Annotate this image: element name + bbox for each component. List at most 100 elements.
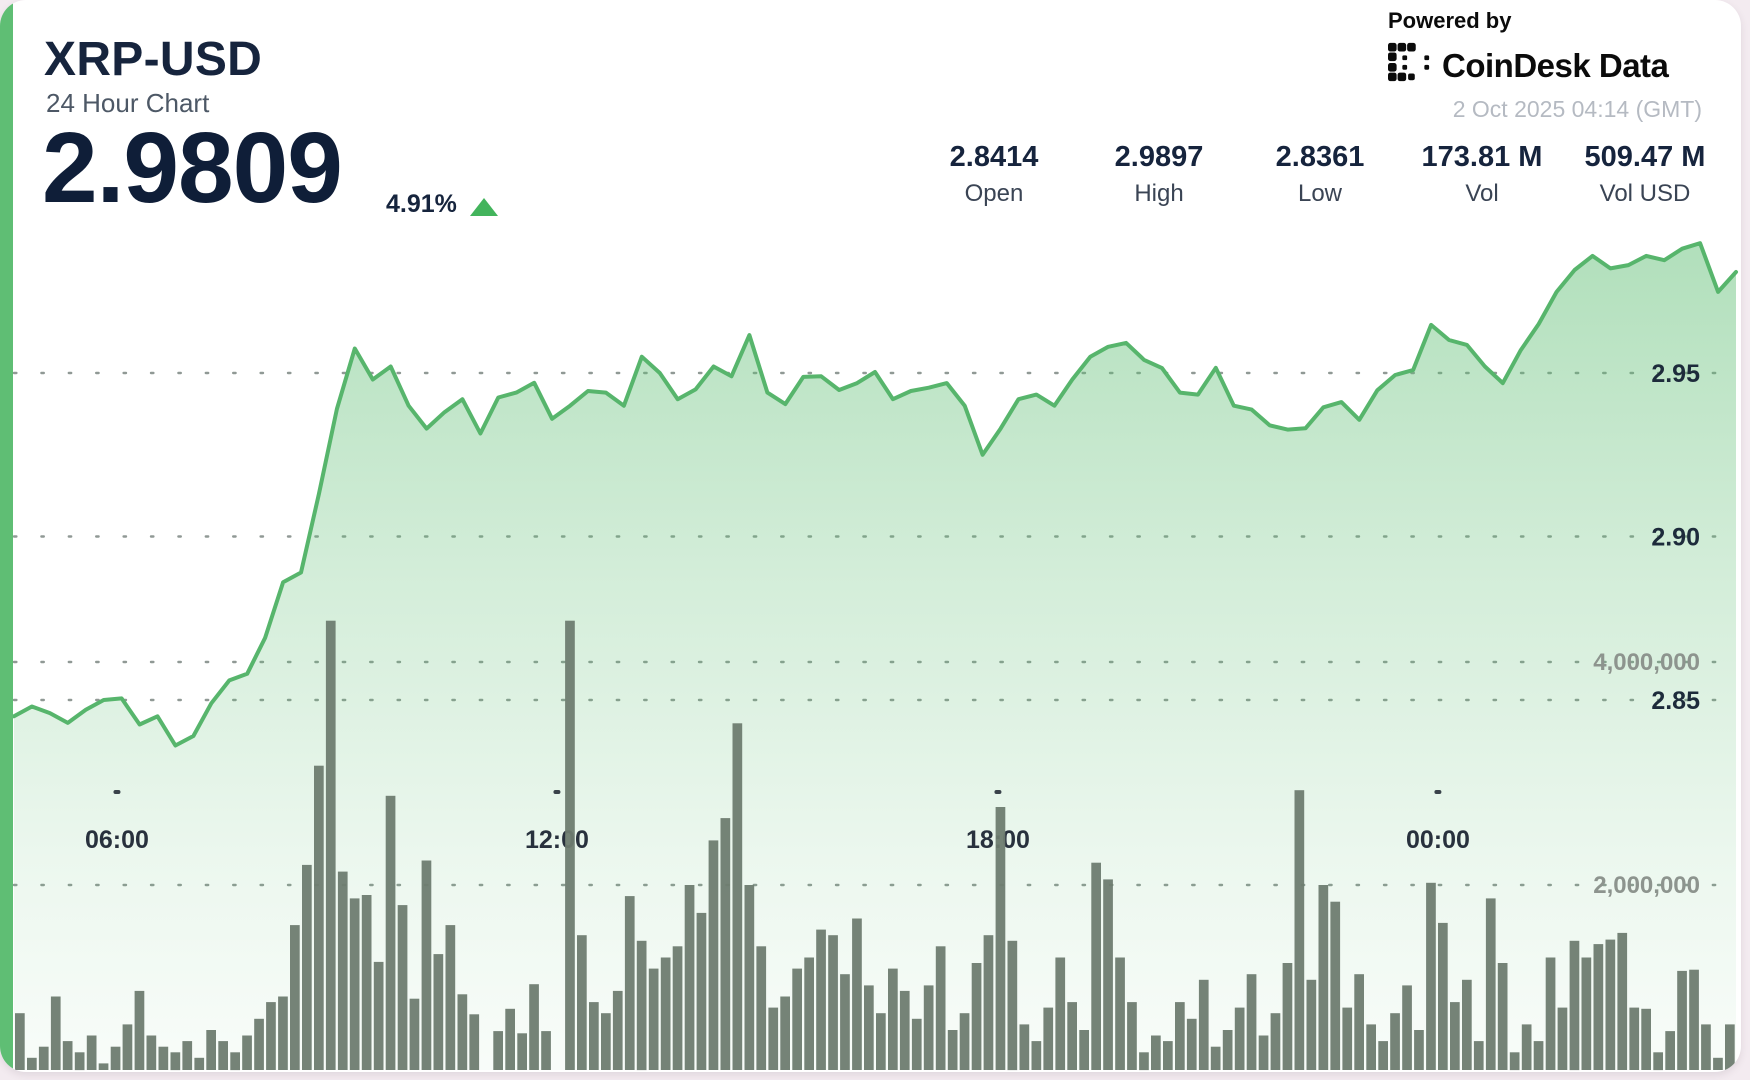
- volume-bar: [708, 840, 719, 1070]
- stat-vol-value: 173.81 M: [1421, 141, 1543, 173]
- x-tick: [994, 790, 1002, 794]
- volume-bar: [923, 985, 934, 1070]
- volume-bar: [194, 1057, 205, 1070]
- volume-bar: [1067, 1002, 1077, 1070]
- data-timestamp: 2 Oct 2025 04:14 (GMT): [1452, 96, 1702, 122]
- volume-bar: [1234, 1007, 1245, 1070]
- volume-axis-label: 4,000,000: [1593, 649, 1700, 676]
- volume-bar: [218, 1041, 228, 1070]
- stat-vol-usd-label: Vol USD: [1599, 180, 1691, 207]
- volume-bar: [433, 954, 444, 1070]
- volume-bar: [1533, 1041, 1544, 1070]
- volume-bar: [768, 1007, 779, 1070]
- volume-bar: [409, 998, 420, 1070]
- volume-bar: [493, 1031, 503, 1070]
- price-axis-label: 2.85: [1651, 687, 1700, 715]
- volume-bar: [314, 765, 324, 1070]
- coindesk-brand-name: CoinDesk Data: [1442, 46, 1669, 84]
- volume-bar: [601, 1013, 611, 1070]
- volume-bar: [672, 946, 683, 1070]
- volume-bar: [1043, 1007, 1054, 1070]
- volume-bar: [684, 885, 695, 1070]
- volume-bar: [888, 968, 898, 1070]
- stat-high-label: High: [1134, 180, 1184, 207]
- volume-bar: [1485, 898, 1496, 1070]
- price-line: [12, 241, 1738, 748]
- volume-bar: [182, 1041, 193, 1070]
- volume-bar: [1378, 1041, 1388, 1070]
- volume-bar: [1115, 957, 1125, 1070]
- volume-bar: [27, 1057, 37, 1070]
- volume-bar: [1390, 1013, 1400, 1070]
- volume-bar: [1007, 940, 1018, 1071]
- volume-bar: [1629, 1007, 1640, 1070]
- volume-bar: [1222, 1030, 1233, 1070]
- stat-open-value: 2.8414: [949, 141, 1039, 173]
- volume-bar: [1294, 790, 1305, 1070]
- volume-bar: [577, 935, 587, 1070]
- volume-bar: [1545, 957, 1556, 1070]
- volume-bar: [1569, 940, 1580, 1071]
- price-axis-label: 2.90: [1651, 524, 1700, 552]
- volume-bar: [899, 990, 910, 1070]
- volume-bar: [792, 968, 802, 1070]
- volume-bar: [696, 912, 707, 1070]
- volume-bar: [804, 957, 814, 1070]
- volume-bar: [1091, 862, 1101, 1070]
- volume-bar: [732, 723, 743, 1070]
- volume-bar: [74, 1052, 85, 1071]
- volume-bar: [1450, 1002, 1460, 1070]
- price-axis-label: 2.95: [1651, 360, 1700, 388]
- chart-period-label: 24 Hour Chart: [46, 88, 210, 118]
- volume-bar: [1163, 1041, 1173, 1070]
- volume-bar: [995, 807, 1006, 1070]
- volume-bar: [1330, 901, 1341, 1070]
- x-tick: [113, 790, 121, 794]
- volume-bar: [361, 895, 372, 1070]
- volume-bar: [541, 1031, 551, 1070]
- stat-vol: 173.81 M Vol: [1387, 141, 1577, 208]
- volume-bar: [1725, 1024, 1735, 1070]
- volume-bar: [1557, 1007, 1568, 1070]
- volume-bar: [589, 1002, 599, 1070]
- volume-bar: [15, 1013, 25, 1070]
- volume-bar: [1210, 1046, 1221, 1070]
- x-tick: [553, 790, 561, 794]
- volume-bar: [1282, 963, 1293, 1070]
- volume-bar: [947, 1030, 958, 1070]
- volume-bar: [98, 1063, 109, 1070]
- volume-bar: [529, 984, 539, 1070]
- volume-bar: [50, 996, 61, 1070]
- volume-bar: [373, 961, 384, 1070]
- volume-bar: [242, 1035, 252, 1070]
- volume-bar: [612, 990, 623, 1070]
- volume-bar: [122, 1024, 133, 1070]
- volume-bar: [1426, 882, 1436, 1070]
- volume-bar: [1055, 957, 1066, 1070]
- volume-bar: [1151, 1035, 1161, 1070]
- volume-bar: [1438, 922, 1448, 1070]
- volume-bar: [1521, 1024, 1532, 1070]
- volume-bar: [457, 994, 468, 1070]
- volume-bar: [290, 925, 300, 1070]
- volume-bar: [517, 1033, 527, 1070]
- volume-bar: [1641, 1008, 1651, 1070]
- volume-bar: [840, 974, 850, 1070]
- volume-bar: [505, 1008, 515, 1070]
- volume-bar: [134, 990, 145, 1070]
- volume-bar: [1605, 939, 1616, 1070]
- volume-bar: [206, 1030, 216, 1070]
- stat-vol-usd: 509.47 M Vol USD: [1550, 141, 1740, 208]
- volume-bar: [1462, 979, 1472, 1070]
- current-price: 2.9809: [42, 112, 343, 224]
- volume-bar: [1103, 879, 1113, 1070]
- volume-bar: [445, 925, 456, 1070]
- volume-bar: [1701, 1024, 1711, 1070]
- volume-bar: [935, 946, 946, 1070]
- volume-bar: [1139, 1052, 1149, 1071]
- coindesk-brand[interactable]: CoinDesk Data: [1388, 42, 1702, 89]
- volume-bar: [397, 905, 408, 1070]
- volume-bar: [1402, 985, 1412, 1070]
- volume-bar: [38, 1046, 49, 1070]
